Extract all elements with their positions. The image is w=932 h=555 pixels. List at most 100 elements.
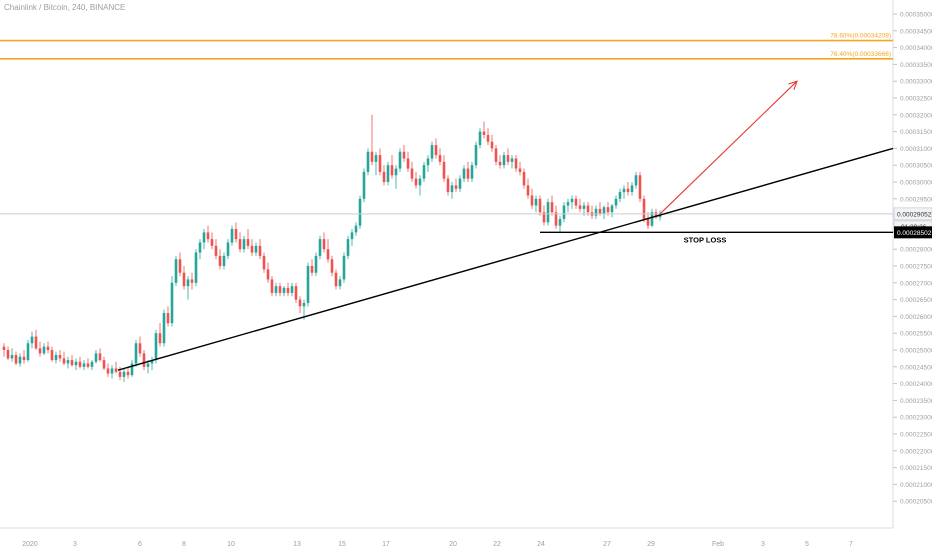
- candle-body[interactable]: [354, 225, 358, 233]
- candle-body[interactable]: [322, 239, 326, 250]
- candle-body[interactable]: [538, 198, 542, 213]
- candle-body[interactable]: [302, 302, 306, 307]
- candle-body[interactable]: [586, 205, 590, 213]
- candle-body[interactable]: [226, 242, 230, 256]
- candle-body[interactable]: [606, 207, 610, 213]
- candle-body[interactable]: [550, 202, 554, 213]
- candle-body[interactable]: [494, 148, 498, 162]
- candle-body[interactable]: [130, 363, 134, 376]
- candle-body[interactable]: [162, 313, 166, 344]
- candle-body[interactable]: [474, 145, 478, 166]
- candle-body[interactable]: [198, 242, 202, 253]
- candle-body[interactable]: [350, 232, 354, 240]
- candle-body[interactable]: [502, 155, 506, 166]
- candle-body[interactable]: [458, 178, 462, 189]
- candle-body[interactable]: [262, 255, 266, 270]
- candle-body[interactable]: [454, 185, 458, 189]
- candle-body[interactable]: [270, 279, 274, 293]
- candle-body[interactable]: [34, 336, 38, 349]
- candle-body[interactable]: [574, 198, 578, 206]
- candle-body[interactable]: [110, 368, 114, 374]
- candle-body[interactable]: [370, 151, 374, 162]
- candle-body[interactable]: [326, 249, 330, 260]
- candle-body[interactable]: [222, 255, 226, 266]
- candle-body[interactable]: [358, 198, 362, 226]
- candle-body[interactable]: [138, 343, 142, 354]
- candle-body[interactable]: [30, 336, 34, 344]
- candle-body[interactable]: [22, 356, 26, 361]
- candle-body[interactable]: [466, 168, 470, 179]
- candle-body[interactable]: [602, 207, 606, 214]
- candle-body[interactable]: [214, 245, 218, 256]
- candle-body[interactable]: [50, 350, 54, 361]
- candle-body[interactable]: [178, 259, 182, 273]
- candle-body[interactable]: [582, 205, 586, 209]
- candle-body[interactable]: [650, 212, 654, 226]
- candle-body[interactable]: [470, 165, 474, 179]
- candle-body[interactable]: [290, 286, 294, 293]
- candle-body[interactable]: [6, 350, 10, 359]
- candle-body[interactable]: [546, 202, 550, 223]
- candle-body[interactable]: [266, 269, 270, 280]
- candle-body[interactable]: [62, 358, 66, 364]
- candle-body[interactable]: [14, 355, 18, 364]
- candle-body[interactable]: [490, 141, 494, 149]
- candle-body[interactable]: [306, 266, 310, 303]
- candle-body[interactable]: [462, 168, 466, 179]
- candle-body[interactable]: [310, 266, 314, 273]
- candle-body[interactable]: [514, 158, 518, 169]
- candle-body[interactable]: [390, 165, 394, 176]
- candle-body[interactable]: [438, 155, 442, 162]
- candle-body[interactable]: [558, 218, 562, 226]
- candle-body[interactable]: [338, 279, 342, 287]
- candle-body[interactable]: [398, 151, 402, 169]
- candle-body[interactable]: [646, 218, 650, 226]
- candle-body[interactable]: [94, 353, 98, 362]
- candle-body[interactable]: [530, 195, 534, 206]
- candle-body[interactable]: [442, 161, 446, 179]
- candle-body[interactable]: [330, 259, 334, 273]
- candle-body[interactable]: [626, 188, 630, 193]
- candle-body[interactable]: [566, 202, 570, 206]
- candle-body[interactable]: [554, 212, 558, 226]
- candle-body[interactable]: [26, 343, 30, 361]
- candle-body[interactable]: [258, 245, 262, 256]
- candle-body[interactable]: [318, 239, 322, 256]
- candle-body[interactable]: [206, 232, 210, 240]
- candle-body[interactable]: [90, 361, 94, 367]
- candle-body[interactable]: [534, 198, 538, 206]
- candle-body[interactable]: [218, 255, 222, 266]
- candle-body[interactable]: [38, 348, 42, 354]
- candle-body[interactable]: [486, 134, 490, 142]
- candle-body[interactable]: [414, 178, 418, 186]
- candle-body[interactable]: [78, 361, 82, 367]
- candle-body[interactable]: [86, 363, 90, 367]
- candle-body[interactable]: [434, 145, 438, 156]
- candle-body[interactable]: [570, 198, 574, 203]
- candle-body[interactable]: [254, 245, 258, 253]
- candle-body[interactable]: [450, 185, 454, 193]
- candle-body[interactable]: [362, 171, 366, 199]
- candle-body[interactable]: [622, 188, 626, 193]
- candle-body[interactable]: [170, 282, 174, 324]
- candle-body[interactable]: [298, 299, 302, 307]
- candle-body[interactable]: [286, 287, 290, 293]
- candle-body[interactable]: [578, 205, 582, 209]
- candle-body[interactable]: [634, 175, 638, 186]
- candle-body[interactable]: [366, 151, 370, 172]
- candle-body[interactable]: [598, 208, 602, 214]
- candle-body[interactable]: [394, 168, 398, 176]
- candle-body[interactable]: [58, 355, 62, 359]
- candle-body[interactable]: [618, 192, 622, 199]
- candle-body[interactable]: [498, 161, 502, 166]
- candle-body[interactable]: [102, 360, 106, 369]
- candle-body[interactable]: [422, 165, 426, 179]
- candle-body[interactable]: [242, 239, 246, 250]
- candle-body[interactable]: [126, 371, 130, 376]
- candle-body[interactable]: [386, 165, 390, 182]
- candle-body[interactable]: [46, 346, 50, 350]
- candle-body[interactable]: [190, 279, 194, 283]
- candle-body[interactable]: [506, 155, 510, 162]
- candle-body[interactable]: [446, 178, 450, 193]
